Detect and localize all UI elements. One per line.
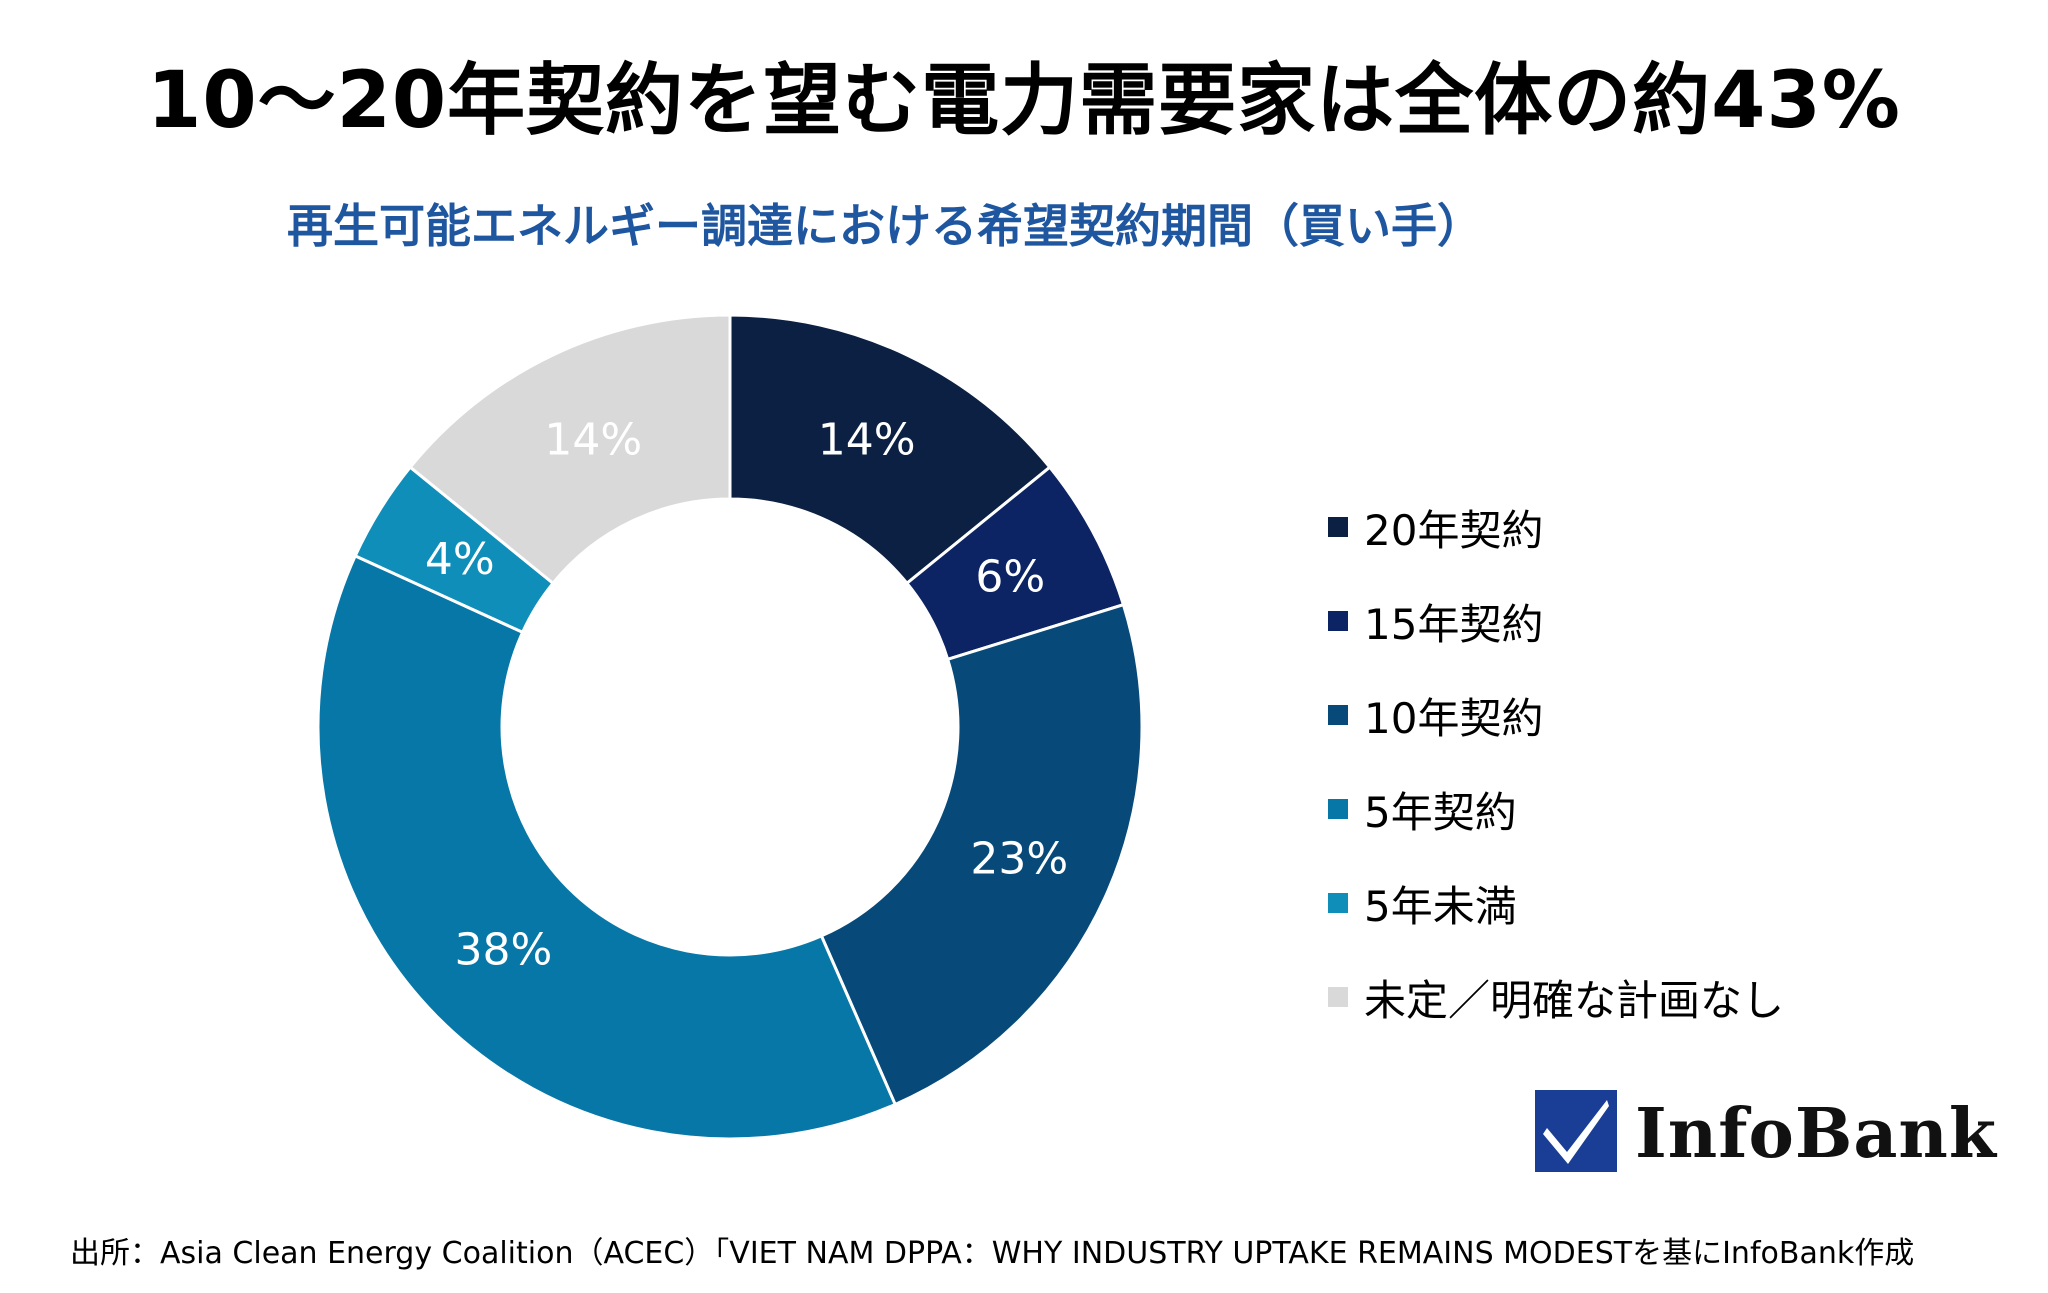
legend-item-2: 10年契約 [1328,668,1784,762]
donut-labels: 14% 6% 23% 38% 4% 14% [425,414,1068,975]
legend-swatch [1328,893,1348,913]
legend-swatch [1328,705,1348,725]
legend-swatch [1328,987,1348,1007]
legend-label: 5年未満 [1364,881,1517,931]
donut-slices [316,313,1144,1141]
checkmark-icon [1535,1090,1617,1172]
donut-slice-2 [819,602,1144,1107]
legend-label: 20年契約 [1364,505,1544,555]
legend-swatch [1328,517,1348,537]
slice-label-0: 14% [818,414,916,465]
legend-label: 10年契約 [1364,693,1544,743]
legend-item-4: 5年未満 [1328,856,1784,950]
donut-slice-3 [316,553,898,1141]
legend-label: 15年契約 [1364,599,1544,649]
legend-swatch [1328,611,1348,631]
slice-label-3: 38% [454,925,552,976]
logo-text: InfoBank [1635,1094,1997,1174]
main-title: 10〜20年契約を望む電力需要家は全体の約43% [147,56,1901,146]
legend-label: 5年契約 [1364,787,1517,837]
infobank-logo: InfoBank [1535,1090,1996,1180]
legend-label: 未定／明確な計画なし [1364,975,1785,1025]
donut-slice-0 [728,313,1052,586]
slice-label-1: 6% [975,551,1045,602]
slice-label-2: 23% [970,834,1068,885]
slice-label-4: 4% [425,534,495,585]
legend-swatch [1328,799,1348,819]
donut-chart: 14% 6% 23% 38% 4% 14% [316,313,1144,1141]
legend-item-1: 15年契約 [1328,574,1784,668]
legend-item-5: 未定／明確な計画なし [1328,950,1784,1044]
legend-item-3: 5年契約 [1328,762,1784,856]
legend-item-0: 20年契約 [1328,480,1784,574]
chart-legend: 20年契約 15年契約 10年契約 5年契約 5年未満未定／明確な計画なし [1328,480,1784,1044]
slice-label-5: 14% [544,414,642,465]
donut-slice-5 [408,313,732,586]
source-note: 出所：Asia Clean Energy Coalition（ACEC）「VIE… [70,1236,1915,1271]
chart-subtitle: 再生可能エネルギー調達における希望契約期間（買い手） [287,199,1483,253]
